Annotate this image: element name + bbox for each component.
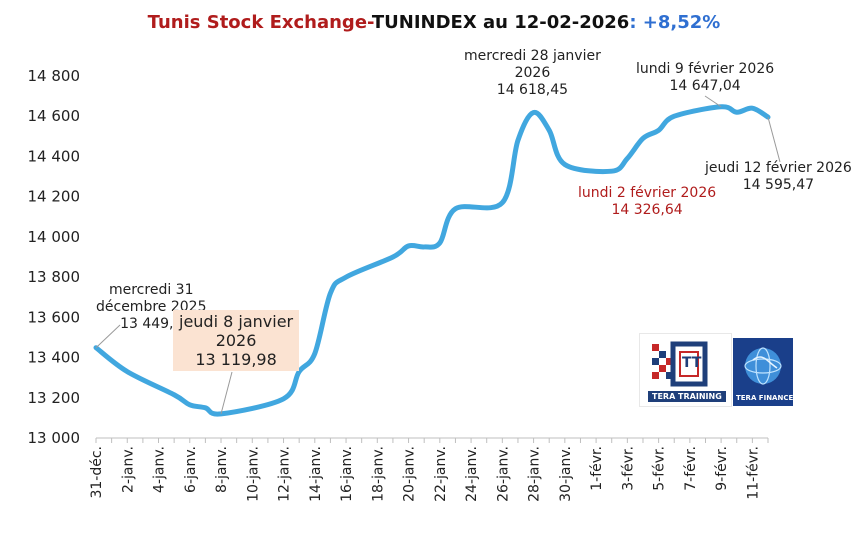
x-tick-label: 18-janv.	[370, 446, 386, 502]
annotation-28-jan-line-2: 2026	[514, 65, 551, 81]
y-tick-label: 14 800	[28, 67, 81, 85]
annotation-8-jan: jeudi 8 janvier 2026 13 119,98	[173, 310, 300, 371]
annotation-31-dec-line-3: 13 449,4	[120, 316, 183, 332]
tera-training-logo: TT TERA TRAINING	[639, 333, 732, 407]
title-part-change: : +8,52%	[629, 12, 721, 33]
x-tick-label: 8-janv.	[214, 446, 230, 493]
y-tick-label: 14 200	[28, 188, 81, 206]
annotation-leader-line	[704, 95, 722, 108]
x-tick-label: 6-janv.	[183, 446, 199, 493]
y-tick-label: 13 000	[28, 429, 81, 447]
title-part-exchange: Tunis Stock Exchange-	[147, 12, 372, 33]
x-tick-label: 9-févr.	[714, 446, 730, 491]
annotation-12-feb-line-1: jeudi 12 février 2026	[705, 160, 852, 176]
y-tick-label: 14 400	[28, 147, 81, 165]
annotation-2-feb-line-2: 14 326,64	[611, 202, 683, 218]
annotation-9-feb-line-2: 14 647,04	[669, 78, 741, 94]
x-tick-label: 16-janv.	[339, 446, 355, 502]
y-tick-label: 14 000	[28, 228, 81, 246]
chart-title: Tunis Stock Exchange-TUNINDEX au 12-02-2…	[0, 12, 868, 33]
x-tick-label: 31-déc.	[89, 446, 105, 499]
x-tick-label: 20-janv.	[402, 446, 418, 502]
tera-finances-logo: TERA FINANCES	[733, 338, 798, 406]
x-tick-label: 5-févr.	[652, 446, 668, 491]
annotation-28-jan-line-3: 14 618,45	[496, 82, 569, 98]
y-tick-label: 14 600	[28, 107, 81, 125]
globe-icon	[744, 347, 782, 385]
x-tick-label: 11-févr.	[745, 446, 761, 500]
x-tick-label: 30-janv.	[558, 446, 574, 502]
annotation-28-jan: mercredi 28 janvier 2026 14 618,45	[464, 48, 601, 99]
annotation-28-jan-line-1: mercredi 28 janvier	[464, 48, 601, 64]
annotation-8-jan-line-2: 2026	[215, 331, 257, 350]
x-tick-label: 1-févr.	[589, 446, 605, 491]
y-tick-label: 13 800	[28, 268, 81, 286]
x-tick-label: 3-févr.	[620, 446, 636, 491]
series-line	[93, 104, 771, 417]
x-tick-label: 10-janv.	[245, 446, 261, 502]
annotation-12-feb-line-2: 14 595,47	[742, 177, 815, 193]
x-tick-label: 26-janv.	[495, 446, 511, 502]
annotation-9-feb-line-1: lundi 9 février 2026	[636, 61, 775, 77]
annotation-2-feb: lundi 2 février 2026 14 326,64	[578, 185, 716, 219]
annotation-leader-line	[95, 324, 121, 349]
y-tick-label: 13 400	[28, 349, 81, 367]
x-tick-label: 28-janv.	[527, 446, 543, 502]
x-tick-label: 2-janv.	[120, 446, 136, 493]
tera-finances-label: TERA FINANCES	[736, 394, 799, 402]
annotation-leader-line	[220, 371, 233, 414]
x-tick-label: 4-janv.	[152, 446, 168, 493]
x-tick-label: 24-janv.	[464, 446, 480, 502]
tera-training-label: TERA TRAINING	[648, 391, 726, 402]
tera-training-mark-icon	[652, 341, 708, 387]
title-part-index: TUNINDEX au 12-02-2026	[371, 12, 630, 33]
annotation-31-dec: mercredi 31 décembre 2025 13 449,4	[96, 282, 206, 333]
annotation-2-feb-line-1: lundi 2 février 2026	[578, 185, 717, 201]
annotation-12-feb: jeudi 12 février 2026 14 595,47	[705, 160, 852, 194]
annotation-8-jan-line-1: jeudi 8 janvier	[179, 312, 294, 331]
y-tick-label: 13 600	[28, 308, 81, 326]
annotation-8-jan-line-3: 13 119,98	[195, 350, 277, 369]
annotation-31-dec-line-1: mercredi 31	[108, 282, 194, 298]
annotation-leader-line	[767, 117, 781, 163]
x-tick-label: 22-janv.	[433, 446, 449, 502]
x-tick-label: 14-janv.	[308, 446, 324, 502]
y-tick-label: 13 200	[28, 389, 81, 407]
x-tick-label: 7-févr.	[683, 446, 699, 491]
x-tick-label: 12-janv.	[277, 446, 293, 502]
tt-monogram: TT	[682, 355, 702, 371]
annotation-9-feb: lundi 9 février 2026 14 647,04	[636, 61, 774, 95]
